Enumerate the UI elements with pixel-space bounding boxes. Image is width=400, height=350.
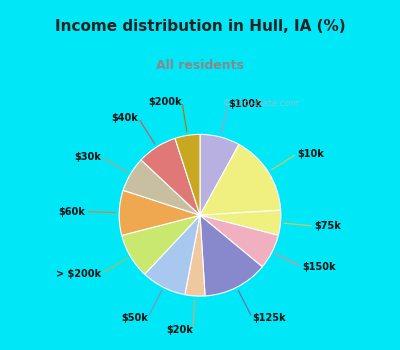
Text: Income distribution in Hull, IA (%): Income distribution in Hull, IA (%) [55, 19, 345, 34]
Wedge shape [200, 134, 239, 215]
Wedge shape [123, 160, 200, 215]
Wedge shape [200, 145, 281, 215]
Text: $20k: $20k [166, 325, 193, 335]
Text: > $200k: > $200k [56, 269, 101, 279]
Wedge shape [141, 138, 200, 215]
Wedge shape [175, 134, 200, 215]
Text: $75k: $75k [314, 221, 341, 231]
Text: $60k: $60k [58, 206, 85, 217]
Text: All residents: All residents [156, 59, 244, 72]
Wedge shape [200, 215, 278, 267]
Text: $10k: $10k [297, 149, 324, 159]
Text: $125k: $125k [252, 313, 286, 323]
Wedge shape [185, 215, 205, 296]
Text: $50k: $50k [121, 313, 148, 323]
Wedge shape [145, 215, 200, 295]
Wedge shape [122, 215, 200, 274]
Text: $150k: $150k [302, 262, 336, 272]
Text: $30k: $30k [74, 152, 101, 162]
Wedge shape [200, 215, 262, 296]
Text: $200k: $200k [148, 97, 182, 107]
Wedge shape [200, 210, 281, 235]
Text: $100k: $100k [228, 99, 262, 109]
Text: $40k: $40k [112, 113, 138, 123]
Text: © City-Data.com: © City-Data.com [223, 99, 298, 108]
Wedge shape [119, 190, 200, 235]
